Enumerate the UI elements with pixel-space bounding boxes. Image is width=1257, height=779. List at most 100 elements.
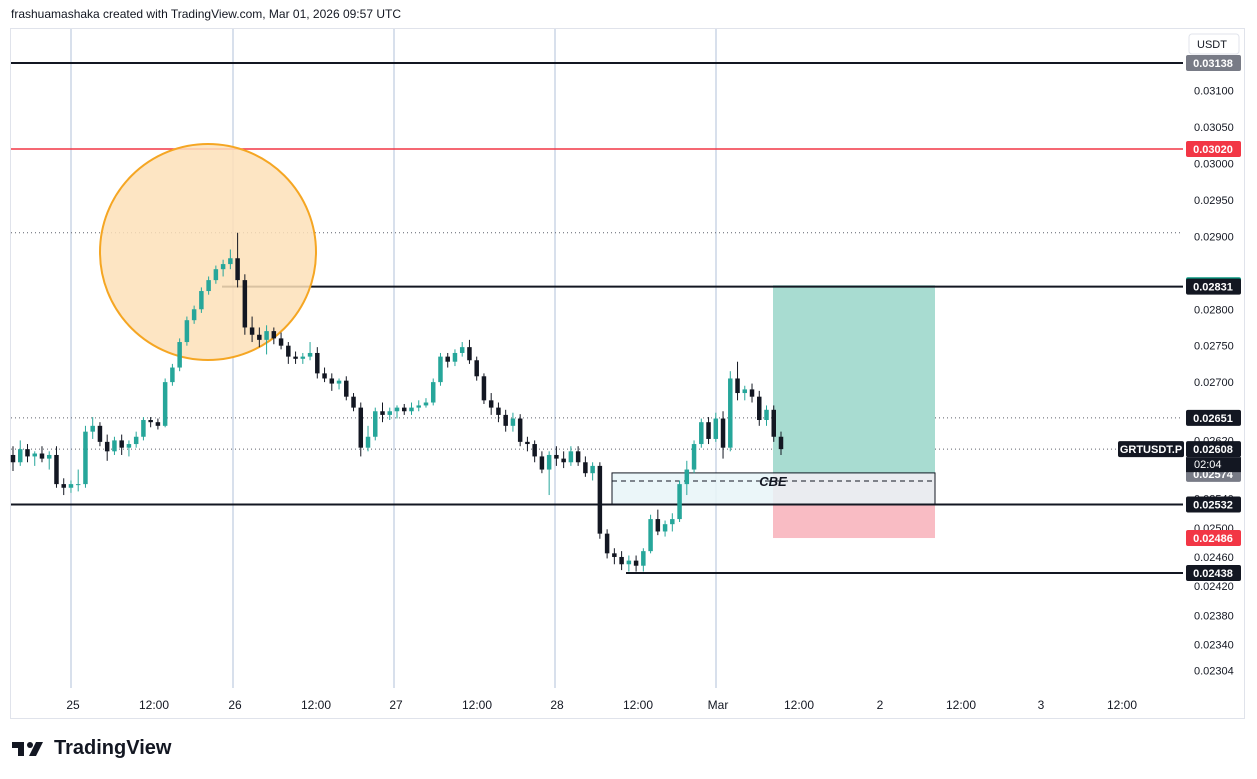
candle [133,431,139,448]
symbol-badge-text: GRTUSDT.P [1120,444,1182,456]
candle [525,436,530,452]
candle-body [583,462,588,474]
candle-body [293,356,298,359]
candle [365,425,371,452]
candle-body [83,431,88,485]
candle-body [322,373,327,379]
candle [344,376,349,401]
x-tick-label: 12:00 [462,698,492,712]
candle [503,409,508,432]
candle-body [206,280,211,292]
candle-body [336,380,342,384]
candle [764,405,769,426]
candle-body [68,484,74,488]
candle-body [32,453,37,457]
candle [46,451,52,470]
candle [423,398,429,408]
candle [112,436,117,455]
candle [670,513,675,532]
candle [307,342,313,361]
tradingview-logo-icon [12,741,43,756]
candle-body [597,465,603,534]
candle [358,402,364,457]
candle [713,412,719,442]
price-badge-text: 0.03020 [1193,144,1233,156]
candle-body [612,553,617,557]
candle-body [358,407,364,448]
candle-body [249,327,255,335]
candle [401,403,407,415]
price-badge-bg [1186,55,1241,71]
candle-body [141,420,146,437]
candle-body [199,291,204,310]
candle [387,407,393,420]
candle-body [409,407,414,412]
candle [706,417,711,445]
candle-body [148,420,153,423]
candle [757,390,762,426]
candle [17,440,23,466]
candle [61,478,66,496]
price-badge-bg [1186,565,1241,581]
candle-body [155,422,161,426]
candle-body [590,465,595,474]
y-tick-label: 0.02750 [1194,341,1234,353]
candle [249,316,255,343]
candle-body [119,440,124,448]
candle [170,363,175,386]
candle-body [496,407,501,415]
candle-body [39,453,45,459]
position-zones [611,285,936,539]
candle [517,414,523,447]
highlight-circle [99,143,317,361]
candle-body [307,352,313,357]
candle-body [315,352,320,374]
candle [148,417,153,428]
candle-body [648,519,653,552]
candle-body [604,533,610,554]
price-badge-text: 0.02831 [1193,282,1233,294]
candle-body [742,389,748,394]
candle-body [633,560,639,566]
candle-body [474,360,479,377]
candle-body [242,280,248,328]
y-tick-label: 0.02380 [1194,610,1234,622]
candle-body [112,440,117,452]
highlight-circle-layer [99,143,317,361]
price-badge: 0.03020 [1186,140,1241,157]
candle [699,418,704,448]
candle [641,548,646,572]
chart-frame[interactable] [10,28,1245,719]
candle [684,460,690,496]
x-tick-label: 12:00 [301,698,331,712]
candle-body [728,378,733,448]
price-badge-text: 0.02438 [1193,568,1233,580]
tradingview-logo[interactable]: TradingView [12,737,171,760]
candle [32,451,37,466]
x-tick-label: 12:00 [784,698,814,712]
x-tick-label: 3 [1038,698,1045,712]
candle-body [416,405,421,408]
price-badge-text: 0.02608 [1193,444,1233,456]
candle-body [25,449,30,457]
candle-body [713,418,719,439]
candle [590,462,595,481]
candle [662,520,668,537]
candle-body [575,451,581,463]
y-tick-label: 0.03100 [1194,86,1234,98]
candle [742,385,748,401]
candle [300,352,306,364]
candle-body [75,484,81,486]
price-badge-bg [1186,441,1241,458]
candle [162,378,168,428]
candle-body [757,396,762,420]
candle [25,444,30,463]
candle-body [771,409,777,437]
candle [481,373,487,404]
countdown-text: 02:04 [1194,459,1222,471]
x-tick-label: 27 [389,698,403,712]
candle [329,373,335,391]
candle-body [481,376,487,401]
candle [728,371,733,452]
